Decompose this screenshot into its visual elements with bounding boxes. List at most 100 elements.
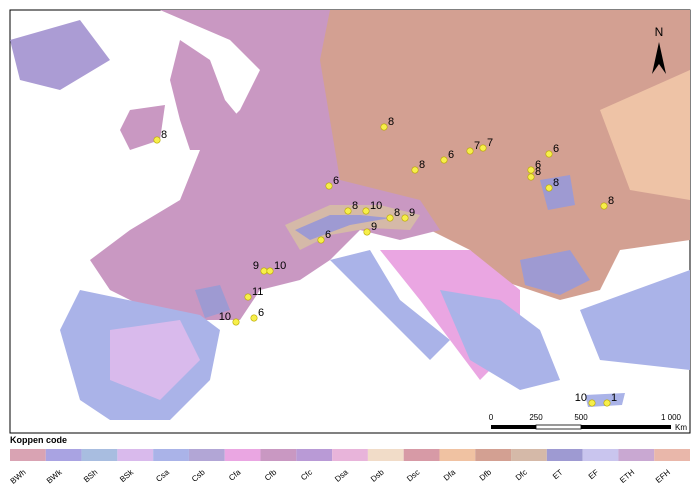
legend-swatch [260,449,297,461]
legend-swatch [367,449,404,461]
legend-label: Csb [190,467,207,483]
legend-label: EFH [654,468,672,485]
site-label: 10 [274,260,286,272]
scale-unit: Km [675,423,687,432]
legend-swatch [582,449,619,461]
site-label: 9 [253,260,259,272]
site-label: 8 [419,159,425,171]
site-marker [527,173,535,181]
legend-label: Cfa [227,467,243,482]
north-label: N [655,25,664,39]
legend-label: EF [587,468,601,482]
legend-label: Dsb [369,467,386,483]
legend-swatch [475,449,512,461]
legend-label: BSk [118,467,136,484]
legend-swatch [439,449,476,461]
site-marker [363,228,371,236]
site-label: 10 [575,392,587,404]
legend-label: ETH [618,468,636,485]
site-label: 11 [252,286,263,298]
legend-swatch [546,449,583,461]
site-marker [362,207,370,215]
site-marker [545,184,553,192]
legend-label: BSh [82,468,99,485]
site-label: 9 [409,207,415,219]
site-label: 7 [487,137,493,149]
site-label: 6 [535,159,541,171]
legend-swatch [332,449,368,461]
legend-swatch [654,449,690,461]
site-marker [411,166,419,174]
legend-swatch [81,449,118,461]
site-marker [244,293,252,301]
legend-swatch [117,449,154,461]
legend-label: Dsa [333,467,350,483]
site-marker [317,236,325,244]
site-marker [466,147,474,155]
legend: BWh BWk BSh BSk Csa Csb Cfa Cfb Cfc Dsa Dsb Dsc Dfa D… [9,449,690,486]
site-marker [380,123,388,131]
site-label: 8 [553,177,559,189]
legend-label: Dfc [514,468,529,483]
legend-swatch [224,449,261,461]
legend-label: Dsc [405,468,421,484]
site-label: 8 [388,116,394,128]
site-marker [603,399,611,407]
scale-label: 250 [529,413,543,422]
legend-label: Dfb [478,467,494,482]
site-label: 10 [219,311,231,323]
legend-label: Dfa [442,467,458,482]
site-marker [232,318,240,326]
site-label: 9 [371,221,377,233]
legend-swatch [45,449,82,461]
site-marker [266,267,274,275]
site-marker [588,399,596,407]
site-label: 8 [161,129,167,141]
site-label: 10 [370,200,382,212]
scale-segment [581,425,671,429]
scale-segment [491,425,536,429]
map-land [10,10,690,420]
site-label: 8 [608,195,614,207]
site-label: 8 [394,207,400,219]
legend-swatch [618,449,655,461]
site-label: 6 [448,149,454,161]
north-arrow [652,42,666,74]
legend-label: Cfc [299,468,314,483]
site-marker [250,314,258,322]
legend-label: BWh [9,468,28,486]
site-marker [153,136,161,144]
legend-swatch [10,449,46,461]
site-marker [401,214,409,222]
scale-label: 500 [574,413,588,422]
legend-swatch [153,449,189,461]
site-marker [260,267,268,275]
legend-label: Csa [154,467,171,483]
legend-label: ET [551,468,565,482]
scale-label: 1 000 [661,413,682,422]
site-label: 6 [258,307,264,319]
legend-swatch [296,449,333,461]
scale-label: 0 [489,413,494,422]
site-marker [386,214,394,222]
scale-segment [535,424,582,430]
site-marker [479,144,487,152]
site-label: 8 [352,200,358,212]
site-label: 7 [474,140,480,152]
legend-swatch [188,449,225,461]
site-label: 1 [611,392,617,404]
site-label: 6 [333,175,339,187]
site-label: 8 [535,166,541,178]
site-label: 6 [553,143,559,155]
site-marker [600,202,608,210]
legend-label: BWk [45,467,64,485]
site-marker [545,150,553,158]
legend-swatch [403,449,440,461]
legend-title: Koppen code [10,435,67,445]
legend-label: Cfb [263,467,279,482]
site-marker [440,156,448,164]
site-marker [527,166,535,174]
